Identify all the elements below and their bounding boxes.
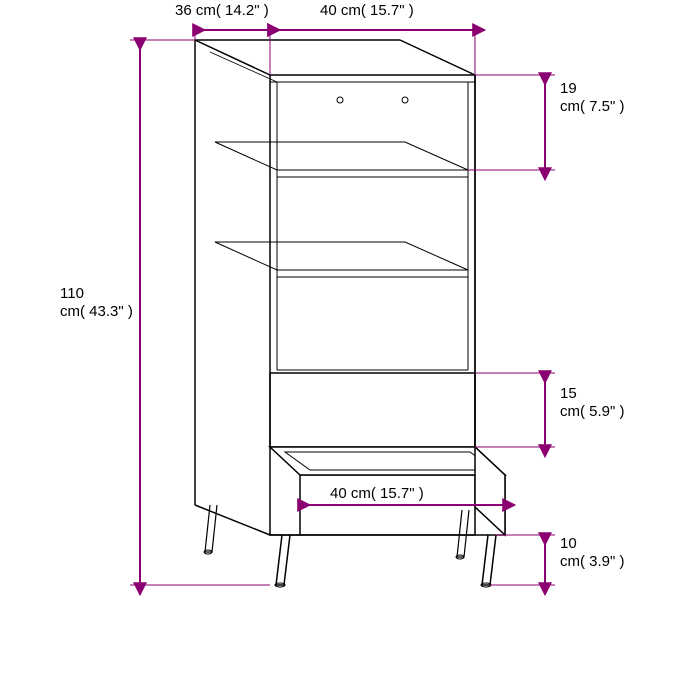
top-compartment-label-a: 19 <box>560 80 577 97</box>
height-label-b: cm( 43.3" ) <box>60 303 133 320</box>
depth-label: 36 cm( 14.2" ) <box>175 2 269 19</box>
drawer-width-label: 40 cm( 15.7" ) <box>330 485 424 502</box>
height-label-a: 110 <box>60 285 84 302</box>
leg-label-b: cm( 3.9" ) <box>560 553 625 570</box>
width-top-label: 40 cm( 15.7" ) <box>320 2 414 19</box>
leg-label-a: 10 <box>560 535 577 552</box>
top-compartment-label-b: cm( 7.5" ) <box>560 98 625 115</box>
drawer1-label-b: cm( 5.9" ) <box>560 403 625 420</box>
drawer1-label-a: 15 <box>560 385 577 402</box>
